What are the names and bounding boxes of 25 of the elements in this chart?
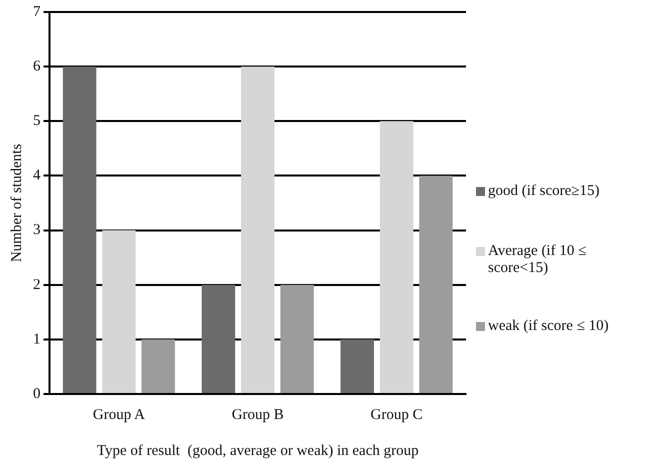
bar <box>340 339 374 393</box>
bar <box>280 284 314 393</box>
x-tick-label: Group B <box>232 406 284 423</box>
x-tick-label: Group C <box>370 406 423 423</box>
y-tick-label: 2 <box>33 276 40 293</box>
bar <box>62 66 96 393</box>
bar <box>380 121 414 393</box>
bar <box>142 339 175 393</box>
y-tick-label: 1 <box>33 331 40 348</box>
bar <box>202 284 236 393</box>
y-tick-label: 7 <box>33 4 41 20</box>
y-axis-title: Number of students <box>8 144 25 262</box>
bar <box>241 66 274 393</box>
legend-label: Average (if 10 ≤ score<15) <box>488 243 588 277</box>
y-tick-label: 6 <box>33 58 41 75</box>
legend-label: weak (if score ≤ 10) <box>488 318 609 335</box>
legend-label: good (if score≥15) <box>488 183 600 200</box>
y-tick-label: 4 <box>33 168 41 184</box>
x-axis-title: Type of result (good, average or weak) in each group <box>96 442 419 459</box>
bar <box>419 176 453 393</box>
bar <box>102 230 136 393</box>
y-tick-label: 5 <box>33 113 40 130</box>
y-tick-label: 3 <box>33 222 40 238</box>
x-tick-label: Group A <box>92 406 146 423</box>
y-tick-label: 0 <box>33 386 40 402</box>
